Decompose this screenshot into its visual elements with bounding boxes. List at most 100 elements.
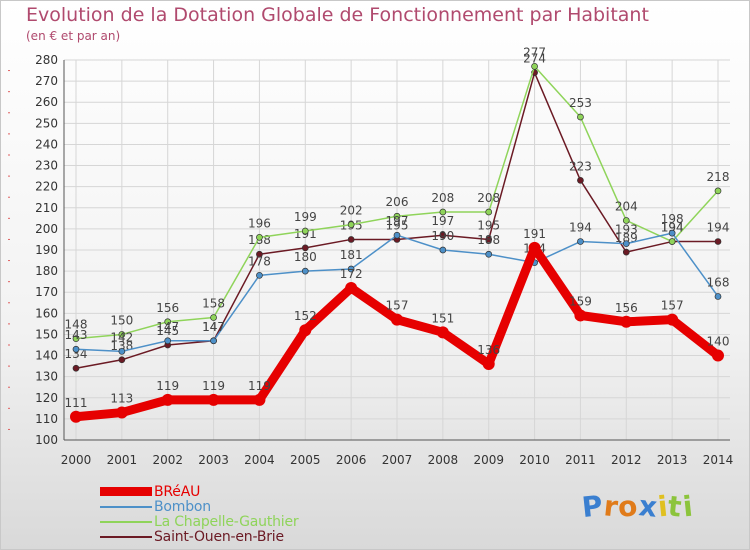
data-point xyxy=(256,233,263,241)
data-label: 119 xyxy=(248,379,271,393)
legend-label: Bombon xyxy=(154,498,211,515)
y-tick-label: 170 xyxy=(35,285,58,299)
data-label: 143 xyxy=(65,328,88,342)
data-point xyxy=(253,393,266,406)
data-label: 147 xyxy=(202,320,225,334)
data-label: 194 xyxy=(661,221,684,235)
y-tick-label: 100 xyxy=(35,433,58,447)
data-label: 198 xyxy=(661,212,684,226)
data-point xyxy=(714,187,722,195)
data-label: 191 xyxy=(523,227,546,241)
data-label: 181 xyxy=(340,248,363,262)
data-point xyxy=(622,248,630,256)
data-point xyxy=(115,406,128,419)
data-label: 208 xyxy=(431,191,454,205)
data-label: 218 xyxy=(707,170,730,184)
data-point xyxy=(301,227,309,235)
data-point xyxy=(301,267,309,275)
data-point xyxy=(574,309,587,322)
y-tick-label: 220 xyxy=(35,180,58,194)
x-tick-label: 2012 xyxy=(611,453,642,467)
data-point xyxy=(482,358,495,370)
data-point xyxy=(210,314,217,321)
y-tick-label: 210 xyxy=(35,201,58,215)
data-label: 172 xyxy=(340,267,363,281)
data-label: 223 xyxy=(569,159,592,173)
data-label: 142 xyxy=(110,330,133,344)
data-label: 119 xyxy=(156,379,179,393)
y-tick-label: 110 xyxy=(35,412,58,426)
legend-label: Saint-Ouen-en-Brie xyxy=(154,528,284,545)
data-point xyxy=(439,246,447,254)
legend: BRéAU Bombon La Chapelle-Gauthier Saint-Oue… xyxy=(100,483,299,545)
x-tick-label: 2007 xyxy=(382,453,413,467)
data-point xyxy=(207,393,220,406)
x-tick-label: 2008 xyxy=(428,453,459,467)
x-tick-label: 2001 xyxy=(107,453,138,467)
series-br-au: 111 113 119 119 119 152 172 157 151 136 191 159 156 1… xyxy=(65,227,729,423)
data-label: 197 xyxy=(386,214,409,228)
legend-item: La Chapelle-Gauthier xyxy=(100,514,299,530)
data-label: 204 xyxy=(615,199,638,213)
data-point xyxy=(391,313,403,326)
data-point xyxy=(72,364,80,372)
data-point xyxy=(164,318,172,326)
data-label: 145 xyxy=(156,324,179,338)
legend-item: BRéAU xyxy=(100,483,298,500)
y-tick-label: 260 xyxy=(35,95,58,109)
chart-subtitle: (en € et par an) xyxy=(26,29,121,43)
data-point xyxy=(72,335,80,343)
data-label: 188 xyxy=(477,233,500,247)
data-label: 136 xyxy=(477,343,500,357)
data-point xyxy=(393,231,401,239)
logo-letter: i xyxy=(680,489,695,524)
data-label: 168 xyxy=(707,275,730,289)
data-point xyxy=(622,217,630,224)
data-label: 159 xyxy=(569,294,592,308)
data-label: 190 xyxy=(431,229,454,243)
legend-swatch xyxy=(100,535,152,538)
data-label: 202 xyxy=(340,204,363,218)
data-label: 195 xyxy=(386,218,409,232)
x-tick-label: 2010 xyxy=(519,453,550,467)
logo-letter: P xyxy=(580,488,606,525)
x-tick-label: 2011 xyxy=(565,453,596,467)
data-point xyxy=(577,113,584,121)
data-point xyxy=(485,208,493,216)
legend-item: Bombon xyxy=(100,498,298,515)
data-point xyxy=(164,337,172,345)
data-point xyxy=(256,271,263,279)
data-point xyxy=(485,236,493,243)
data-label: 208 xyxy=(477,191,500,205)
data-point xyxy=(577,176,584,184)
data-label: 147 xyxy=(202,320,225,334)
x-tick-label: 2000 xyxy=(61,453,92,467)
data-point xyxy=(714,293,722,300)
data-label: 151 xyxy=(431,311,454,325)
chart-title: Evolution de la Dotation Globale de Fonc… xyxy=(26,4,649,26)
data-label: 197 xyxy=(431,214,454,228)
data-point xyxy=(528,241,541,254)
data-point xyxy=(666,313,679,326)
y-tick-label: 270 xyxy=(35,74,58,88)
data-point xyxy=(668,229,676,237)
data-label: 180 xyxy=(294,250,317,264)
legend-swatch xyxy=(100,487,152,496)
data-label: 194 xyxy=(707,221,730,235)
data-point xyxy=(118,331,126,338)
data-point xyxy=(577,238,584,245)
y-tick-label: 230 xyxy=(35,159,58,173)
y-tick-label: 160 xyxy=(35,306,58,320)
data-point xyxy=(531,62,538,70)
data-point xyxy=(299,324,312,337)
y-tick-label: 240 xyxy=(35,137,58,151)
data-point xyxy=(714,238,722,245)
x-tick-label: 2004 xyxy=(244,453,275,467)
y-tick-label: 150 xyxy=(35,327,58,341)
data-point xyxy=(118,356,126,364)
data-label: 156 xyxy=(156,301,179,315)
data-point xyxy=(347,221,355,229)
legend-label: BRéAU xyxy=(154,483,201,500)
data-label: 157 xyxy=(386,299,409,313)
